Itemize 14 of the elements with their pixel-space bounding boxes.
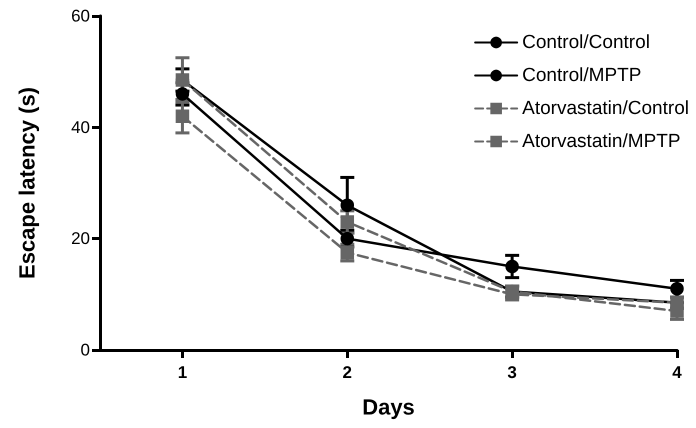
- y-tick-label: 60: [71, 6, 90, 26]
- y-tick-label: 20: [71, 229, 90, 248]
- legend-label: Control/Control: [522, 32, 650, 53]
- legend-label: Control/MPTP: [522, 65, 642, 86]
- y-tick-label: 0: [80, 340, 90, 360]
- y-axis-title: Escape latency (s): [14, 87, 40, 279]
- x-tick-label: 3: [507, 363, 517, 382]
- legend-label: Atorvastatin/MPTP: [522, 131, 681, 152]
- legend-label: Atorvastatin/Control: [522, 98, 690, 119]
- x-tick-label: 2: [342, 363, 352, 382]
- x-tick-label: 1: [178, 363, 188, 382]
- x-tick-label: 4: [672, 363, 682, 382]
- y-tick-label: 40: [71, 118, 90, 137]
- x-axis-title: Days: [362, 394, 415, 420]
